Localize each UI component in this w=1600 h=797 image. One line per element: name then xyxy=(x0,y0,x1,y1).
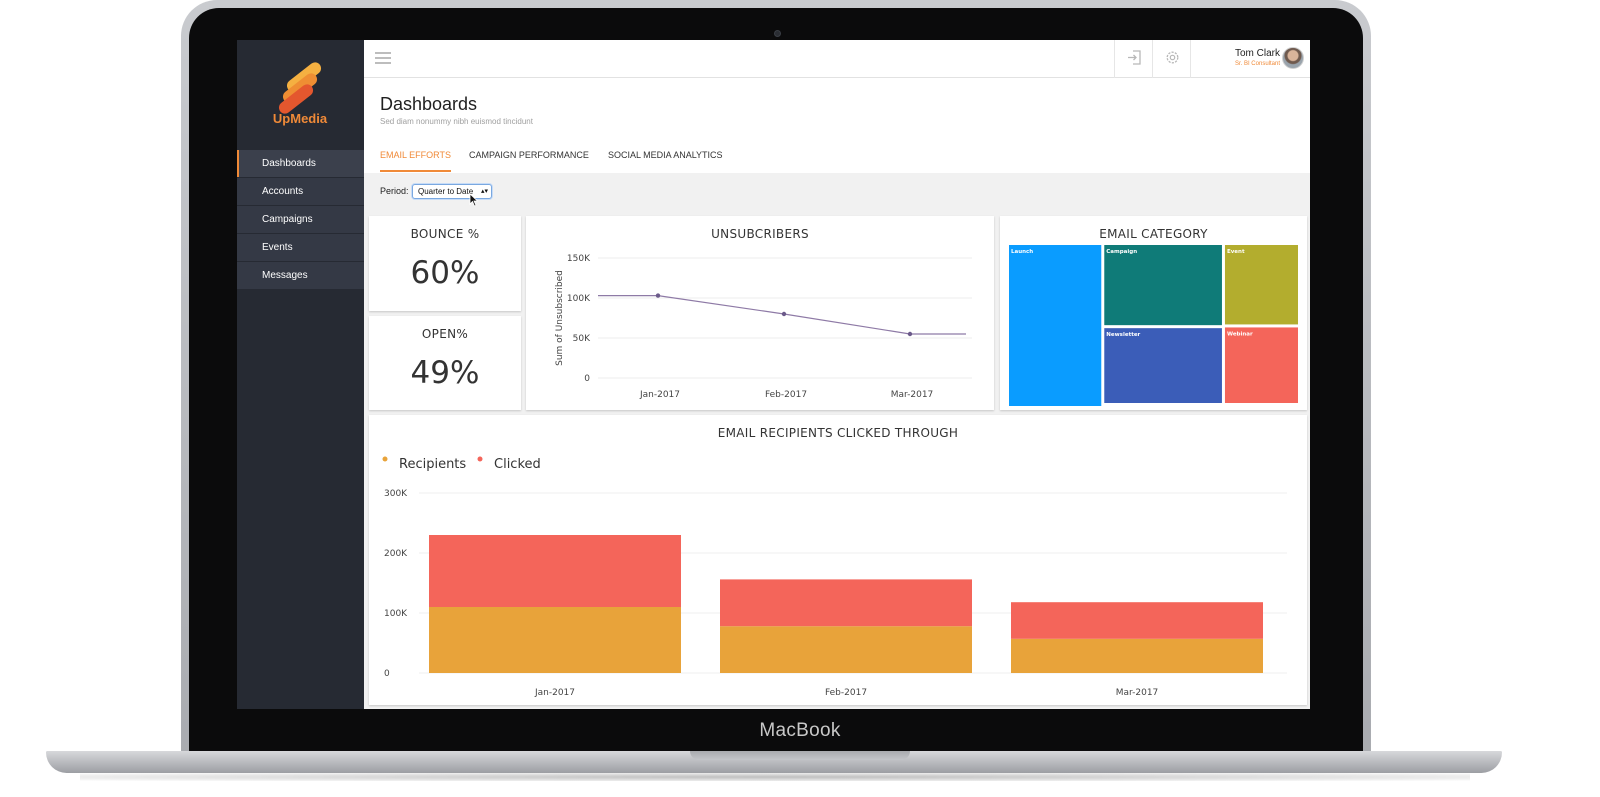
screen: UpMedia Dashboards Accounts Campaigns Ev… xyxy=(237,40,1310,709)
treemap-label-webinar: Webinar xyxy=(1227,331,1253,337)
chart-title: EMAIL CATEGORY xyxy=(1099,227,1208,241)
logo-text: UpMedia xyxy=(272,111,328,126)
x-tick-label: Feb-2017 xyxy=(825,688,867,698)
email-category-treemap: Launch Campaign Newsletter Event Webinar xyxy=(1009,245,1298,406)
kpi-card-bounce: BOUNCE % 60% xyxy=(369,216,521,311)
bar-clicked xyxy=(1011,602,1263,639)
recipients-clicked-card: EMAIL RECIPIENTS CLICKED THROUGH 0 100K 20… xyxy=(369,415,1307,705)
page-header: Dashboards Sed diam nonummy nibh euismod… xyxy=(364,78,1310,173)
kpi-card-open: OPEN% 49% xyxy=(369,316,521,410)
x-tick-label: Feb-2017 xyxy=(765,390,807,400)
kpi-title: BOUNCE % xyxy=(410,227,480,241)
data-point xyxy=(781,311,787,317)
y-tick-label: 200K xyxy=(384,549,408,559)
data-point xyxy=(907,331,913,337)
avatar[interactable] xyxy=(1282,47,1304,69)
y-tick-label: 0 xyxy=(584,374,590,384)
period-select-value: Quarter to Date xyxy=(418,187,474,196)
user-menu[interactable]: Tom Clark Sr. BI Consultant xyxy=(1190,40,1310,78)
laptop-base xyxy=(46,751,1502,773)
sidebar-item-accounts[interactable]: Accounts xyxy=(237,178,364,205)
settings-button[interactable] xyxy=(1152,40,1190,78)
y-tick-label: 100K xyxy=(384,609,408,619)
sidebar-item-campaigns[interactable]: Campaigns xyxy=(237,206,364,233)
unsubscribers-card: UNSUBCRIBERS 0 50K 100K 150K Sum of Unsubscr… xyxy=(526,216,994,410)
tab-campaign-performance[interactable]: CAMPAIGN PERFORMANCE xyxy=(469,150,589,160)
logo[interactable]: UpMedia xyxy=(267,59,333,145)
topbar: Tom Clark Sr. BI Consultant xyxy=(364,40,1310,78)
treemap-label-campaign: Campaign xyxy=(1106,249,1137,255)
mouse-cursor-icon xyxy=(469,193,479,207)
legend-marker xyxy=(382,456,388,462)
camera-icon xyxy=(774,30,781,37)
kpi-title: OPEN% xyxy=(421,327,469,341)
sidebar-item-dashboards[interactable]: Dashboards xyxy=(237,150,364,177)
x-tick-label: Jan-2017 xyxy=(534,688,575,698)
kpi-value: 60% xyxy=(410,255,480,291)
sign-in-icon xyxy=(1128,50,1141,65)
legend-label: Recipients xyxy=(399,457,466,472)
x-tick-label: Mar-2017 xyxy=(1116,688,1159,698)
y-tick-label: 50K xyxy=(573,334,591,344)
y-tick-label: 300K xyxy=(384,489,408,499)
bar-recipients xyxy=(429,607,681,673)
bar-clicked xyxy=(720,579,972,627)
treemap-label-newsletter: Newsletter xyxy=(1106,332,1140,338)
period-label: Period: xyxy=(380,186,409,196)
treemap-label-event: Event xyxy=(1227,249,1245,255)
y-tick-label: 0 xyxy=(384,669,390,679)
user-role: Sr. BI Consultant xyxy=(1234,61,1280,67)
chart-title: EMAIL RECIPIENTS CLICKED THROUGH xyxy=(717,426,959,440)
y-tick-label: 100K xyxy=(567,294,591,304)
treemap-label-launch: Launch xyxy=(1011,249,1033,255)
y-tick-label: 150K xyxy=(567,254,591,264)
sidebar-item-events[interactable]: Events xyxy=(237,234,364,261)
bar-recipients xyxy=(720,626,972,673)
treemap-tile-newsletter xyxy=(1104,328,1222,403)
chart-title: UNSUBCRIBERS xyxy=(711,227,809,241)
treemap-tile-event xyxy=(1224,245,1298,325)
y-axis-label: Sum of Unsubscribed xyxy=(555,270,565,366)
page-subtitle: Sed diam nonummy nibh euismod tincidunt xyxy=(380,117,533,126)
treemap-tile-campaign xyxy=(1104,245,1222,326)
device-label: MacBook xyxy=(759,720,841,741)
sidebar-item-messages[interactable]: Messages xyxy=(237,262,364,289)
tab-social-media-analytics[interactable]: SOCIAL MEDIA ANALYTICS xyxy=(608,150,723,160)
sign-in-button[interactable] xyxy=(1114,40,1152,78)
main-content: Dashboards Sed diam nonummy nibh euismod… xyxy=(364,78,1310,709)
x-tick-label: Mar-2017 xyxy=(891,390,934,400)
treemap-tile-webinar xyxy=(1224,327,1298,403)
x-tick-label: Jan-2017 xyxy=(639,390,680,400)
page-title: Dashboards xyxy=(380,94,478,114)
recipients-clicked-bar-chart: 0 100K 200K 300K Recipients Clicked Jan-2017 Fe… xyxy=(382,456,1287,698)
period-select[interactable]: Quarter to Date ▴▾ xyxy=(412,184,492,199)
hamburger-icon[interactable] xyxy=(375,52,391,64)
laptop-shadow xyxy=(80,773,1470,781)
legend-label: Clicked xyxy=(494,457,541,472)
laptop-notch xyxy=(690,751,910,760)
treemap-tile-launch xyxy=(1009,245,1102,406)
sidebar-nav: Dashboards Accounts Campaigns Events Mes… xyxy=(237,150,364,290)
data-point xyxy=(655,293,661,298)
sidebar: UpMedia Dashboards Accounts Campaigns Ev… xyxy=(237,40,364,709)
bar-clicked xyxy=(429,535,681,607)
upmedia-logo-icon xyxy=(276,59,324,117)
select-arrows-icon: ▴▾ xyxy=(480,188,488,195)
legend-marker xyxy=(477,456,483,462)
email-category-card: EMAIL CATEGORY Launch Campaign Newsletter E… xyxy=(1000,216,1307,410)
kpi-value: 49% xyxy=(410,355,480,391)
gear-icon xyxy=(1166,51,1179,64)
user-name: Tom Clark xyxy=(1234,48,1280,59)
bar-recipients xyxy=(1011,638,1263,673)
tab-email-efforts[interactable]: EMAIL EFFORTS xyxy=(380,150,451,172)
